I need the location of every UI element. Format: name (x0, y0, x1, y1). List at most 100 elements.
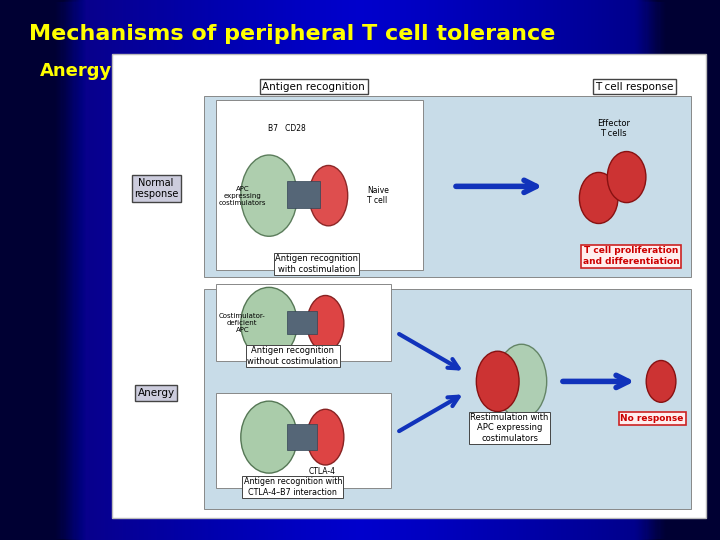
Bar (353, 0, 355, 540)
Bar (61, 0, 63, 540)
Bar (359, 0, 360, 540)
FancyBboxPatch shape (204, 96, 690, 277)
Bar (81, 0, 83, 540)
Bar (374, 0, 376, 540)
Text: B7   CD28: B7 CD28 (268, 124, 306, 133)
Bar (662, 0, 720, 540)
Bar (259, 0, 261, 540)
Bar (124, 0, 126, 540)
Bar (585, 0, 587, 540)
Bar (0, 0, 50, 540)
Bar (0, 0, 65, 540)
Bar (679, 0, 680, 540)
Bar (94, 0, 95, 540)
Bar (517, 0, 518, 540)
Bar (655, 0, 657, 540)
Ellipse shape (496, 345, 546, 418)
Bar (562, 0, 563, 540)
Bar (671, 0, 673, 540)
Bar (0, 0, 68, 540)
Bar (194, 0, 196, 540)
Bar (47, 0, 49, 540)
Bar (0, 0, 13, 540)
Bar (292, 0, 294, 540)
Bar (0, 0, 19, 540)
Bar (49, 0, 50, 540)
Bar (628, 0, 630, 540)
Bar (639, 0, 720, 540)
Text: Effector
T cells: Effector T cells (597, 119, 630, 138)
Bar (164, 0, 166, 540)
Bar (277, 0, 279, 540)
Bar (0, 0, 43, 540)
Bar (661, 0, 662, 540)
Bar (0, 0, 72, 540)
Bar (130, 0, 132, 540)
Bar (395, 0, 396, 540)
Bar (45, 0, 47, 540)
Bar (641, 0, 642, 540)
Bar (265, 0, 266, 540)
Bar (670, 0, 671, 540)
Bar (216, 0, 218, 540)
Bar (719, 0, 720, 540)
Bar (137, 0, 139, 540)
Bar (0, 0, 59, 540)
Bar (713, 0, 714, 540)
Bar (504, 0, 505, 540)
Bar (297, 0, 299, 540)
Bar (402, 0, 403, 540)
Bar (409, 0, 410, 540)
Bar (86, 0, 88, 540)
Bar (99, 0, 101, 540)
Bar (56, 0, 58, 540)
Bar (0, 0, 76, 540)
Bar (243, 0, 245, 540)
Bar (614, 0, 616, 540)
Bar (569, 0, 571, 540)
Bar (230, 0, 232, 540)
Bar (72, 0, 73, 540)
Bar (479, 0, 481, 540)
Bar (441, 0, 443, 540)
Bar (0, 0, 80, 540)
Bar (719, 0, 720, 540)
Bar (675, 0, 720, 540)
Bar (524, 0, 526, 540)
Bar (122, 0, 125, 540)
Bar (412, 0, 414, 540)
Bar (209, 0, 210, 540)
Bar (288, 0, 289, 540)
Bar (0, 0, 71, 540)
Bar (294, 0, 295, 540)
Bar (133, 0, 135, 540)
Bar (711, 0, 720, 540)
Bar (0, 0, 84, 540)
Bar (23, 0, 25, 540)
Bar (238, 0, 240, 540)
Bar (0, 0, 28, 540)
Bar (403, 0, 405, 540)
Bar (117, 0, 119, 540)
Bar (220, 0, 222, 540)
Bar (0, 0, 55, 540)
Bar (693, 0, 720, 540)
Bar (644, 0, 647, 540)
Bar (360, 0, 361, 540)
Bar (0, 0, 48, 540)
Bar (448, 0, 450, 540)
Bar (0, 0, 29, 540)
Bar (351, 0, 353, 540)
Bar (577, 0, 580, 540)
Bar (438, 0, 439, 540)
Bar (0, 0, 66, 540)
Bar (160, 0, 162, 540)
Bar (210, 0, 212, 540)
Bar (554, 0, 556, 540)
Bar (649, 0, 652, 540)
Bar (580, 0, 582, 540)
Bar (0, 0, 1, 540)
Text: Antigen recognition with
CTLA-4–B7 interaction: Antigen recognition with CTLA-4–B7 inter… (243, 477, 342, 496)
Text: Restimulation with
APC expressing
costimulators: Restimulation with APC expressing costim… (470, 413, 549, 443)
Bar (272, 0, 274, 540)
